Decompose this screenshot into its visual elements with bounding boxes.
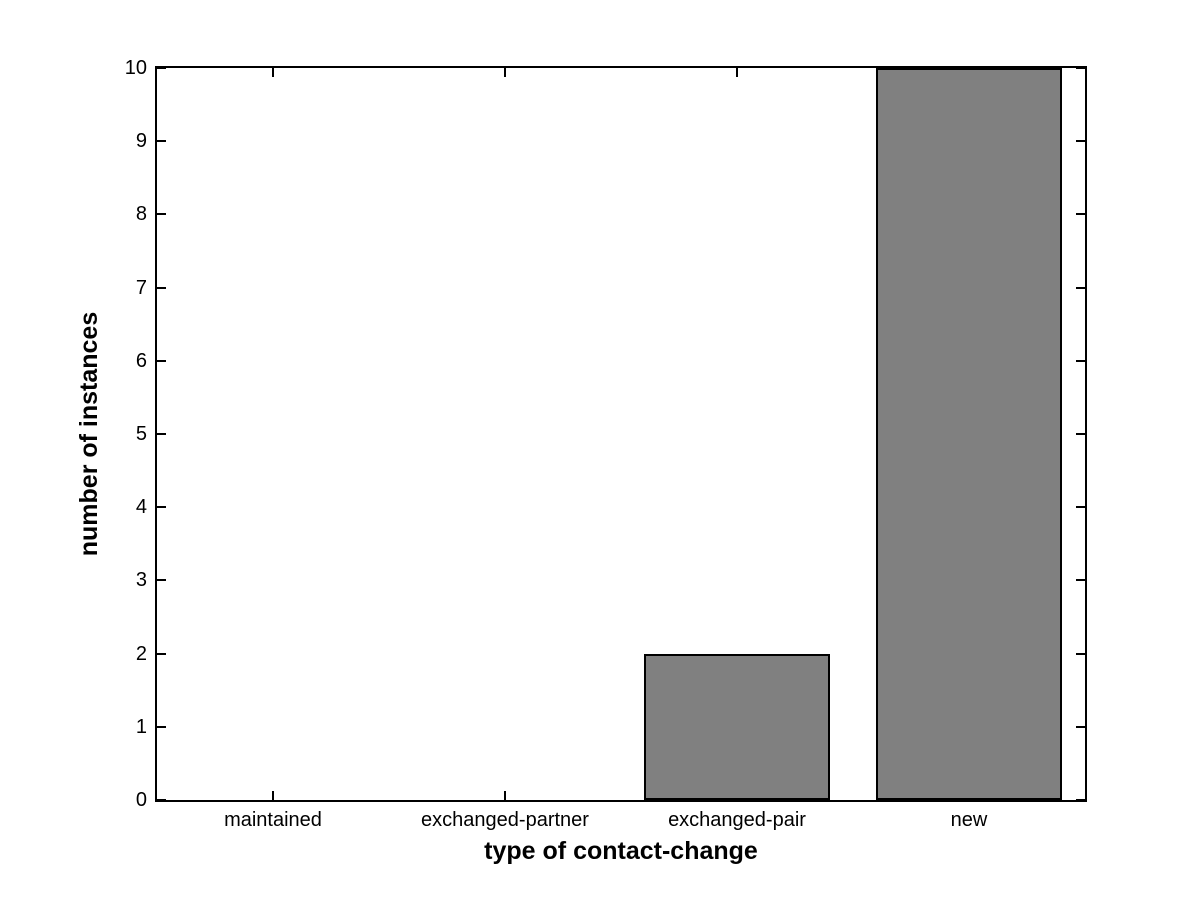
y-tick-right <box>1076 67 1085 69</box>
y-tick-left <box>157 579 166 582</box>
y-tick-left <box>157 799 166 801</box>
y-tick-right <box>1076 725 1085 728</box>
y-tick-right <box>1076 433 1085 435</box>
y-tick-label: 9 <box>135 130 147 153</box>
y-tick-label: 4 <box>135 496 147 519</box>
x-tick-top <box>736 68 738 77</box>
y-tick-label: 1 <box>135 715 147 738</box>
x-axis-label: type of contact-change <box>484 837 758 865</box>
y-tick-label: 2 <box>135 642 147 665</box>
x-tick-label: maintained <box>224 809 322 831</box>
y-tick-left <box>157 433 166 435</box>
y-tick-right <box>1076 286 1085 289</box>
y-tick-right <box>1076 579 1085 582</box>
y-tick-left <box>157 286 166 289</box>
y-tick-label: 8 <box>135 203 147 226</box>
x-tick-top <box>504 68 506 77</box>
y-tick-right <box>1076 140 1085 143</box>
plot-area <box>155 66 1087 802</box>
y-tick-label: 6 <box>135 349 147 372</box>
y-tick-left <box>157 725 166 728</box>
y-tick-label: 0 <box>135 789 147 811</box>
y-tick-left <box>157 67 166 69</box>
y-tick-label: 3 <box>135 569 147 592</box>
y-tick-left <box>157 140 166 143</box>
y-tick-right <box>1076 213 1085 216</box>
bar-exchanged-pair <box>644 654 830 800</box>
x-tick-bottom <box>272 791 274 800</box>
y-tick-right <box>1076 652 1085 655</box>
y-tick-label: 5 <box>135 423 147 445</box>
y-tick-left <box>157 652 166 655</box>
y-tick-left <box>157 359 166 362</box>
y-tick-left <box>157 506 166 509</box>
y-tick-right <box>1076 359 1085 362</box>
x-tick-bottom <box>504 791 506 800</box>
x-tick-label: exchanged-pair <box>668 809 806 831</box>
y-tick-label: 10 <box>124 57 147 79</box>
x-tick-label: new <box>950 809 988 831</box>
x-tick-label: exchanged-partner <box>421 809 589 831</box>
bar-new <box>876 68 1062 800</box>
y-tick-left <box>157 213 166 216</box>
y-tick-right <box>1076 799 1085 801</box>
y-tick-right <box>1076 506 1085 509</box>
x-tick-top <box>272 68 274 77</box>
y-tick-label: 7 <box>135 276 147 299</box>
